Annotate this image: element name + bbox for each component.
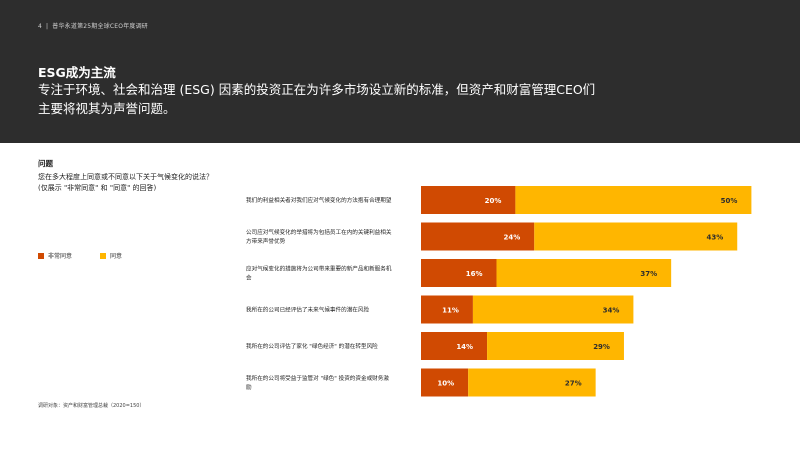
page-separator: |	[46, 23, 49, 30]
question-label: 问题	[38, 159, 53, 168]
value-label-strongly-agree: 20%	[485, 197, 502, 205]
bar-strongly-agree	[421, 295, 473, 324]
question-block: 问题 您在多大程度上同意或不同意以下关于气候变化的说法？(仅展示 "非常同意" …	[38, 158, 218, 194]
bar-strongly-agree	[421, 368, 469, 397]
header-band: 4 | 普华永道第25期全球CEO年度调研 ESG成为主流 专注于环境、社会和治理 …	[0, 0, 800, 143]
question-text: 您在多大程度上同意或不同意以下关于气候变化的说法？(仅展示 "非常同意" 和 "…	[38, 173, 213, 192]
bar-strongly-agree	[421, 222, 535, 251]
page-number: 4	[38, 23, 43, 30]
bar-agree	[472, 295, 634, 324]
legend-label-agree: 同意	[110, 253, 123, 260]
value-label-strongly-agree: 11%	[442, 307, 459, 315]
value-label-strongly-agree: 14%	[456, 343, 473, 351]
category-label: 我所在的公司将受益于监管对 "绿色" 投资的资金或财务激励	[246, 374, 389, 391]
value-label-agree: 29%	[593, 343, 610, 351]
category-label: 我所在的公司已经评估了未来气候事件的潜在风险	[246, 305, 369, 313]
section-title: ESG成为主流	[38, 65, 116, 80]
bar-agree	[534, 222, 738, 251]
bar-agree	[468, 368, 596, 397]
bar-strongly-agree	[421, 186, 516, 214]
legend-item-strongly-agree: 非常同意	[38, 251, 72, 260]
value-label-agree: 34%	[603, 307, 620, 315]
footnote: 调研对象：资产和财富管理总裁（2020=150）	[38, 403, 145, 409]
value-label-agree: 50%	[721, 197, 738, 205]
legend-swatch-agree	[100, 253, 106, 259]
legend-label-strongly-agree: 非常同意	[48, 253, 73, 260]
category-label: 我所在的公司评估了家化 "绿色经济" 的潜在转型风险	[246, 342, 378, 350]
bar-agree	[496, 259, 672, 287]
bar-strongly-agree	[421, 259, 497, 287]
value-label-agree: 37%	[640, 270, 657, 278]
category-label: 我们的利益相关者对我们应对气候变化的方法抱有合理期望	[246, 196, 392, 204]
value-label-agree: 27%	[565, 380, 582, 388]
value-label-strongly-agree: 16%	[466, 270, 483, 278]
category-label: 公司应对气候变化的举措将为包括员工在内的关键利益相关方带来声誉优势	[246, 228, 392, 245]
report-name: 普华永道第25期全球CEO年度调研	[52, 23, 149, 30]
legend-item-agree: 同意	[100, 251, 122, 260]
value-label-strongly-agree: 24%	[504, 234, 521, 242]
bar-strongly-agree	[421, 332, 488, 360]
page-reference: 4 | 普华永道第25期全球CEO年度调研	[38, 21, 148, 30]
category-label: 应对气候变化的措施将为公司带来重要的新产品和新服务机会	[246, 264, 392, 281]
bar-agree	[487, 332, 624, 360]
section-subtitle: 专注于环境、社会和治理 (ESG) 因素的投资正在为许多市场设立新的标准，但资产…	[38, 82, 596, 116]
legend-swatch-strongly-agree	[38, 253, 44, 259]
bar-agree	[515, 186, 752, 214]
value-label-agree: 43%	[706, 234, 723, 242]
value-label-strongly-agree: 10%	[437, 380, 454, 388]
